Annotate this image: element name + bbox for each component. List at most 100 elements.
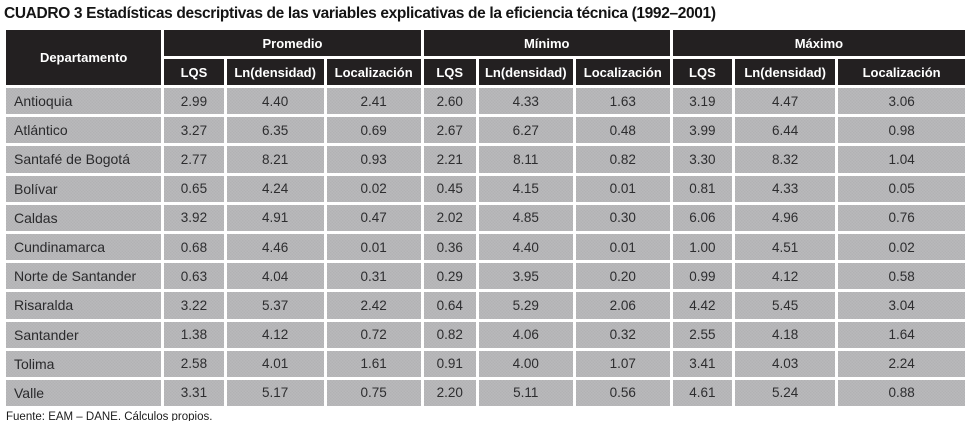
value-cell: 3.04 [838, 292, 965, 319]
value-cell: 2.24 [838, 350, 965, 377]
value-cell: 3.06 [838, 88, 965, 115]
value-cell: 4.40 [226, 88, 324, 115]
value-cell: 0.32 [575, 321, 670, 348]
value-cell: 4.33 [478, 88, 573, 115]
value-cell: 0.82 [575, 146, 670, 173]
value-cell: 4.51 [735, 233, 836, 261]
value-cell: 3.22 [164, 292, 224, 319]
value-cell: 2.99 [164, 88, 224, 115]
table-row: Tolima 2.58 4.01 1.61 0.91 4.00 1.07 3.41 4.03 2.… [6, 350, 965, 377]
value-cell: 4.18 [735, 321, 836, 348]
value-cell: 5.45 [735, 292, 836, 319]
row-label-cell: Risaralda [6, 292, 162, 319]
value-cell: 1.61 [326, 350, 421, 377]
value-cell: 0.98 [838, 117, 965, 144]
value-cell: 0.81 [672, 175, 733, 202]
value-cell: 0.91 [423, 350, 476, 377]
value-cell: 6.27 [478, 117, 573, 144]
value-cell: 2.55 [672, 321, 733, 348]
value-cell: 0.88 [838, 379, 965, 407]
col-header-lndensidad: Ln(densidad) [735, 59, 836, 85]
value-cell: 0.69 [326, 117, 421, 144]
value-cell: 3.92 [164, 204, 224, 231]
header-sub-row: LQS Ln(densidad) Localización LQS Ln(den… [6, 59, 965, 85]
value-cell: 4.12 [735, 263, 836, 290]
row-label-cell: Cundinamarca [6, 233, 162, 261]
value-cell: 0.48 [575, 117, 670, 144]
value-cell: 0.58 [838, 263, 965, 290]
table-row: Atlántico 3.27 6.35 0.69 2.67 6.27 0.48 3.99 6.4… [6, 117, 965, 144]
value-cell: 2.42 [326, 292, 421, 319]
value-cell: 2.20 [423, 379, 476, 407]
value-cell: 0.20 [575, 263, 670, 290]
value-cell: 4.33 [735, 175, 836, 202]
value-cell: 2.60 [423, 88, 476, 115]
col-header-lndensidad: Ln(densidad) [478, 59, 573, 85]
value-cell: 4.47 [735, 88, 836, 115]
value-cell: 0.82 [423, 321, 476, 348]
row-label-cell: Norte de Santander [6, 263, 162, 290]
value-cell: 0.01 [326, 233, 421, 261]
value-cell: 5.11 [478, 379, 573, 407]
value-cell: 2.67 [423, 117, 476, 144]
value-cell: 1.00 [672, 233, 733, 261]
value-cell: 0.30 [575, 204, 670, 231]
value-cell: 3.41 [672, 350, 733, 377]
value-cell: 0.36 [423, 233, 476, 261]
value-cell: 6.44 [735, 117, 836, 144]
value-cell: 4.03 [735, 350, 836, 377]
col-header-lqs: LQS [164, 59, 224, 85]
value-cell: 0.72 [326, 321, 421, 348]
value-cell: 4.61 [672, 379, 733, 407]
value-cell: 0.63 [164, 263, 224, 290]
value-cell: 1.64 [838, 321, 965, 348]
col-header-lqs: LQS [672, 59, 733, 85]
value-cell: 0.64 [423, 292, 476, 319]
value-cell: 1.04 [838, 146, 965, 173]
value-cell: 0.68 [164, 233, 224, 261]
row-label-cell: Antioquia [6, 88, 162, 115]
value-cell: 6.35 [226, 117, 324, 144]
value-cell: 5.29 [478, 292, 573, 319]
value-cell: 0.05 [838, 175, 965, 202]
value-cell: 3.99 [672, 117, 733, 144]
table-row: Norte de Santander 0.63 4.04 0.31 0.29 3.95 0.… [6, 263, 965, 290]
value-cell: 3.95 [478, 263, 573, 290]
row-label-cell: Valle [6, 379, 162, 407]
col-header-localizacion: Localización [575, 59, 670, 85]
value-cell: 4.01 [226, 350, 324, 377]
group-header-maximo: Máximo [672, 30, 965, 56]
value-cell: 8.11 [478, 146, 573, 173]
value-cell: 0.93 [326, 146, 421, 173]
table-row: Caldas 3.92 4.91 0.47 2.02 4.85 0.30 6.06 4.96 0.… [6, 204, 965, 231]
value-cell: 4.15 [478, 175, 573, 202]
table-row: Bolívar 0.65 4.24 0.02 0.45 4.15 0.01 0.81 4.33 0… [6, 175, 965, 202]
value-cell: 4.24 [226, 175, 324, 202]
value-cell: 0.31 [326, 263, 421, 290]
value-cell: 0.02 [326, 175, 421, 202]
value-cell: 0.01 [575, 233, 670, 261]
value-cell: 0.02 [838, 233, 965, 261]
table-row: Risaralda 3.22 5.37 2.42 0.64 5.29 2.06 4.42 5.4… [6, 292, 965, 319]
value-cell: 0.01 [575, 175, 670, 202]
value-cell: 1.63 [575, 88, 670, 115]
value-cell: 5.37 [226, 292, 324, 319]
value-cell: 1.38 [164, 321, 224, 348]
value-cell: 5.24 [735, 379, 836, 407]
col-header-departamento: Departamento [6, 30, 162, 85]
col-header-localizacion: Localización [838, 59, 965, 85]
value-cell: 2.06 [575, 292, 670, 319]
value-cell: 0.29 [423, 263, 476, 290]
value-cell: 4.04 [226, 263, 324, 290]
value-cell: 0.76 [838, 204, 965, 231]
value-cell: 3.31 [164, 379, 224, 407]
value-cell: 4.12 [226, 321, 324, 348]
row-label-cell: Atlántico [6, 117, 162, 144]
row-label-cell: Santafé de Bogotá [6, 146, 162, 173]
table-row: Santander 1.38 4.12 0.72 0.82 4.06 0.32 2.55 4.1… [6, 321, 965, 348]
value-cell: 4.42 [672, 292, 733, 319]
row-label-cell: Caldas [6, 204, 162, 231]
value-cell: 6.06 [672, 204, 733, 231]
header-group-row: Departamento Promedio Mínimo Máximo [6, 30, 965, 85]
